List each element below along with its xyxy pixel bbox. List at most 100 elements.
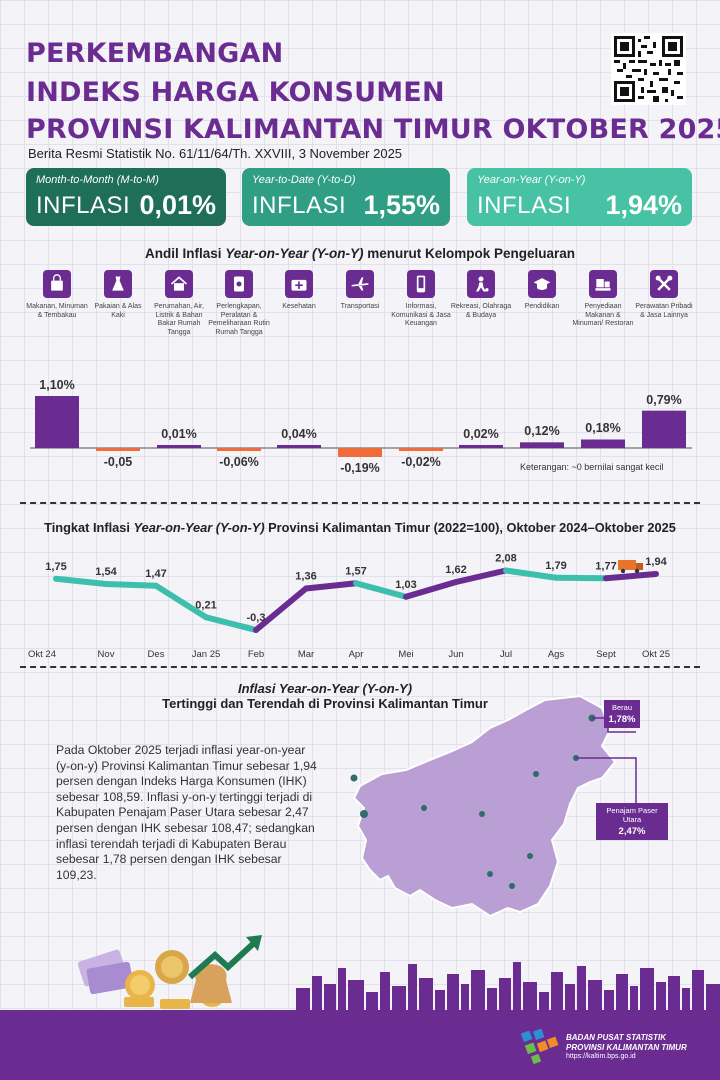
card-value: 1,55% — [363, 190, 440, 220]
line-segment-11 — [603, 571, 659, 582]
bar-label-0: 1,10% — [39, 378, 75, 392]
bar-6 — [399, 448, 443, 451]
qr-code[interactable] — [611, 33, 686, 105]
group-0: Makanan, Minuman & Tembakau — [26, 270, 88, 320]
callout-line-ppu — [576, 757, 637, 805]
bar-3 — [217, 448, 261, 451]
line-title-em: Year-on-Year (Y-on-Y) — [133, 520, 265, 535]
card-period: Month-to-Month (M-to-M) — [36, 174, 159, 186]
map-title-line2: Tertinggi dan Terendah di Provinsi Kalim… — [162, 696, 488, 711]
point-label-0: 1,75 — [45, 561, 66, 573]
point-label-3: 0,21 — [195, 599, 216, 611]
bar-label-2: 0,01% — [161, 427, 197, 441]
bar-label-5: -0,19% — [340, 460, 380, 475]
bps-logo-icon — [520, 1028, 559, 1064]
group-label: Perawatan Pribadi & Jasa Lainnya — [635, 303, 693, 319]
footer-band — [0, 1010, 720, 1080]
line-segment-6 — [353, 580, 409, 600]
city-dots — [350, 714, 596, 889]
money-illustration — [77, 935, 262, 1009]
card-period: Year-on-Year (Y-on-Y) — [477, 174, 586, 186]
bps-org-text: BADAN PUSAT STATISTIK PROVINSI KALIMANTA… — [566, 1033, 687, 1062]
callout-value: 1,78% — [608, 714, 636, 725]
group-4: Kesehatan — [268, 270, 330, 312]
graduation-cap-icon — [528, 270, 556, 298]
group-label: Makanan, Minuman & Tembakau — [26, 303, 88, 319]
bar-9 — [581, 439, 625, 448]
point-label-2: 1,47 — [145, 568, 166, 580]
line-title-post: Provinsi Kalimantan Timur (2022=100), Ok… — [264, 520, 676, 535]
medical-kit-icon — [285, 270, 313, 298]
point-label-5: 1,36 — [295, 571, 316, 583]
bar-label-9: 0,18% — [585, 421, 621, 436]
card-word: INFLASI — [477, 192, 572, 219]
andil-bar-chart — [30, 396, 692, 457]
soccer-icon — [467, 270, 495, 298]
x-tick-3: Jan 25 — [192, 649, 221, 660]
line-chart-title: Tingkat Inflasi Year-on-Year (Y-on-Y) Pr… — [0, 520, 720, 535]
airplane-icon — [346, 270, 374, 298]
andil-title-pre: Andil Inflasi — [144, 246, 226, 261]
callout-berau: Berau 1,78% — [604, 700, 640, 728]
card-year-on-year: Year-on-Year (Y-on-Y) INFLASI 1,94% — [467, 168, 692, 226]
callout-ppu: Penajam Paser Utara 2,47% — [596, 803, 668, 840]
andil-title-em: Year-on-Year (Y-on-Y) — [225, 246, 364, 261]
map-title-em: Inflasi Year-on-Year (Y-on-Y) — [237, 681, 413, 696]
kaltim-map[interactable] — [340, 690, 700, 930]
bar-label-4: 0,04% — [281, 427, 317, 441]
title-line-2: INDEKS HARGA KONSUMEN — [26, 77, 445, 108]
divider — [20, 502, 700, 504]
callout-name: Penajam Paser Utara — [606, 806, 658, 824]
group-5: Transportasi — [329, 270, 391, 312]
point-label-7: 1,03 — [395, 579, 416, 591]
x-tick-12: Okt 25 — [642, 649, 670, 660]
province-shape — [352, 694, 617, 918]
point-label-6: 1,57 — [345, 565, 366, 577]
card-value: 0,01% — [139, 190, 216, 220]
food-tray-icon — [589, 270, 617, 298]
line-segment-5 — [303, 580, 359, 592]
group-label: Penyediaan Makanan & Minuman/ Restoran — [572, 303, 634, 327]
group-3: Perlengkapan, Peralatan & Pemeliharaan R… — [208, 270, 270, 337]
point-label-9: 2,08 — [495, 553, 516, 565]
org-url[interactable]: https://kaltim.bps.go.id — [566, 1053, 636, 1060]
x-tick-1: Nov — [98, 649, 115, 660]
bar-label-10: 0,79% — [646, 392, 682, 407]
summary-paragraph: Pada Oktober 2025 terjadi inflasi year-o… — [56, 743, 317, 882]
line-segment-7 — [403, 579, 459, 600]
divider — [20, 666, 700, 668]
map-title: Inflasi Year-on-Year (Y-on-Y) Tertinggi … — [130, 681, 520, 711]
group-1: Pakaian & Alas Kaki — [87, 270, 149, 320]
x-tick-4: Feb — [248, 649, 264, 660]
title-line-1: PERKEMBANGAN — [26, 38, 284, 69]
bar-label-6: -0,02% — [401, 455, 441, 469]
bar-5 — [338, 448, 382, 457]
line-segment-10 — [553, 574, 609, 582]
line-title-pre: Tingkat Inflasi — [44, 520, 134, 535]
point-label-11: 1,77 — [595, 560, 616, 572]
callout-name: Berau — [611, 703, 632, 712]
x-tick-7: Mei — [398, 649, 413, 660]
bar-label-7: 0,02% — [463, 427, 499, 441]
line-segment-2 — [153, 582, 209, 621]
house-icon — [165, 270, 193, 298]
bar-4 — [277, 445, 321, 448]
card-word: INFLASI — [36, 192, 131, 219]
line-segment-9 — [503, 567, 559, 581]
andil-note: Keterangan: ~0 bernilai sangat kecil — [520, 462, 664, 472]
bar-label-1: -0,05 — [103, 455, 133, 469]
card-year-to-date: Year-to-Date (Y-to-D) INFLASI 1,55% — [242, 168, 450, 226]
group-10: Perawatan Pribadi & Jasa Lainnya — [633, 270, 695, 320]
bar-8 — [520, 442, 564, 448]
tools-icon — [650, 270, 678, 298]
group-label: Pakaian & Alas Kaki — [94, 303, 142, 319]
group-label: Informasi, Komunikasi & Jasa Keuangan — [391, 303, 451, 327]
group-6: Informasi, Komunikasi & Jasa Keuangan — [390, 270, 452, 329]
org-line-2: PROVINSI KALIMANTAN TIMUR — [566, 1042, 687, 1052]
point-label-10: 1,79 — [545, 560, 566, 572]
truck-icon — [618, 560, 643, 574]
group-8: Pendidikan — [511, 270, 573, 312]
group-label: Pendidikan — [524, 303, 560, 310]
group-label: Perlengkapan, Peralatan & Pemeliharaan R… — [208, 303, 270, 336]
org-line-1: BADAN PUSAT STATISTIK — [566, 1033, 666, 1042]
